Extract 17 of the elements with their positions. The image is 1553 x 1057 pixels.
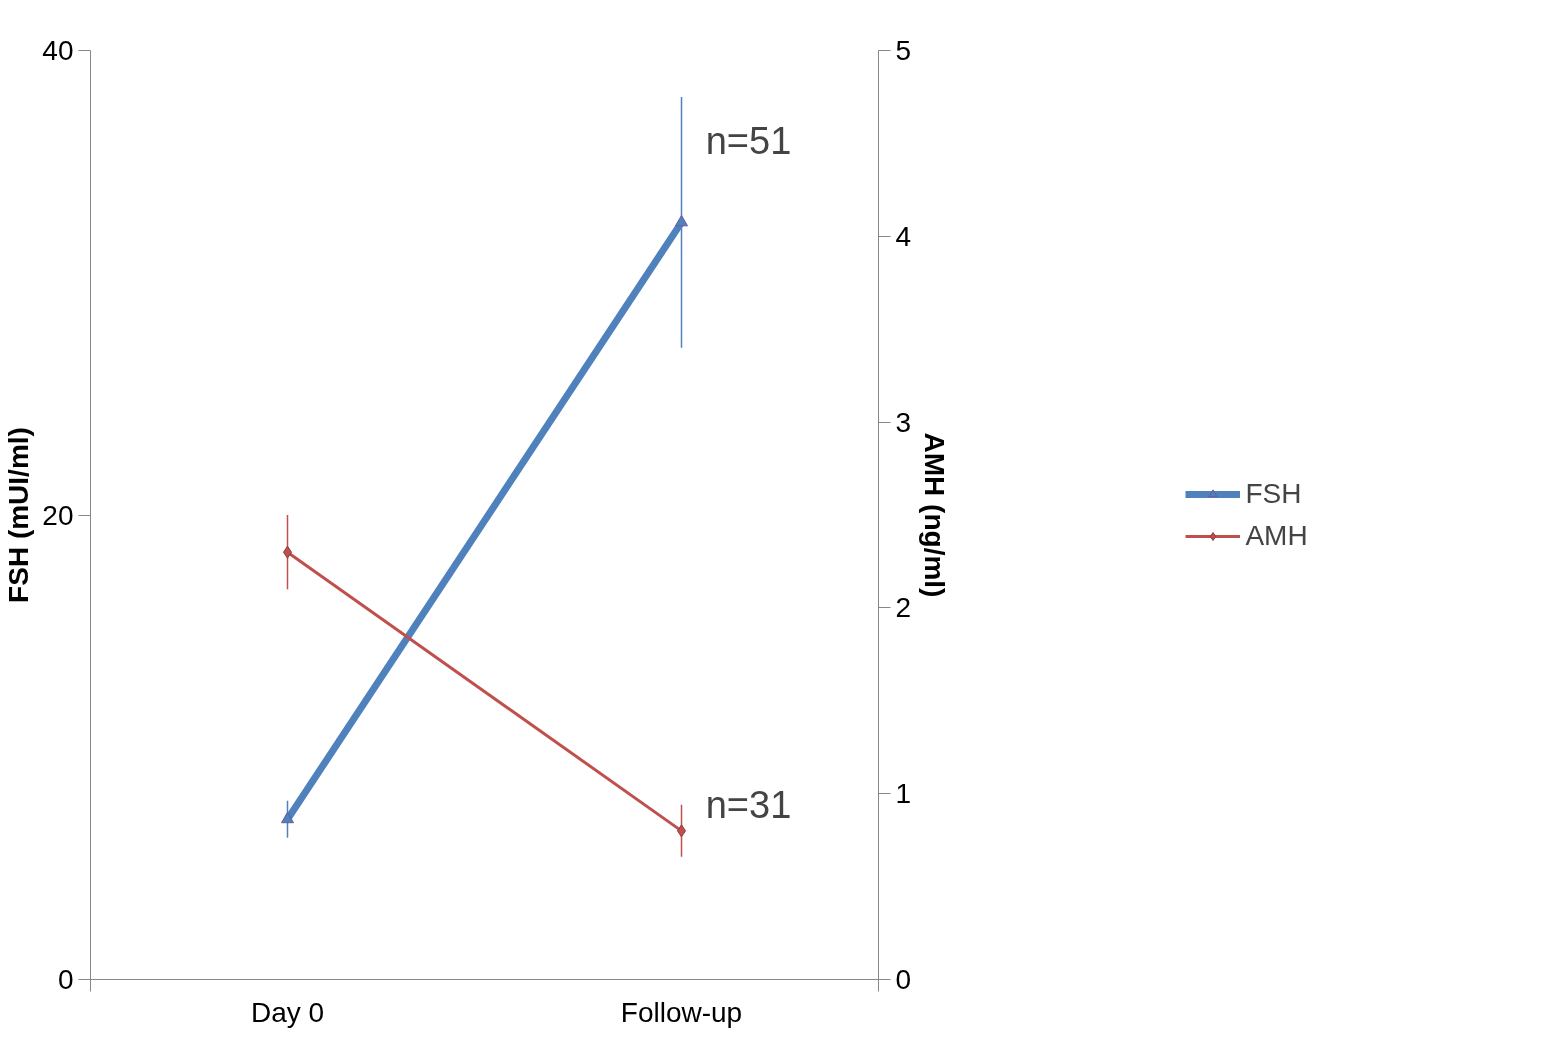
legend-label: AMH [1245,519,1308,552]
x-tick-label: Day 0 [250,996,325,1028]
y2-tick-label: 5 [895,35,912,66]
y-axis-title: FSH (mUI/ml) [3,427,35,603]
y2-tick-label: 0 [895,964,912,995]
y-tick-label: 0 [57,964,74,995]
legend-label: FSH [1245,477,1302,510]
y2-tick-label: 4 [895,220,912,252]
x-tick-label: Follow-up [620,996,743,1028]
y-tick-label: 20 [42,499,74,531]
y2-tick-label: 2 [895,592,912,624]
y2-tick-label: 1 [895,778,912,810]
annotation: n=51 [705,120,792,163]
y2-axis-title: AMH (ng/ml) [919,432,951,598]
y-tick-label: 40 [42,35,74,66]
y2-tick-label: 3 [895,406,912,438]
annotation: n=31 [705,784,792,827]
